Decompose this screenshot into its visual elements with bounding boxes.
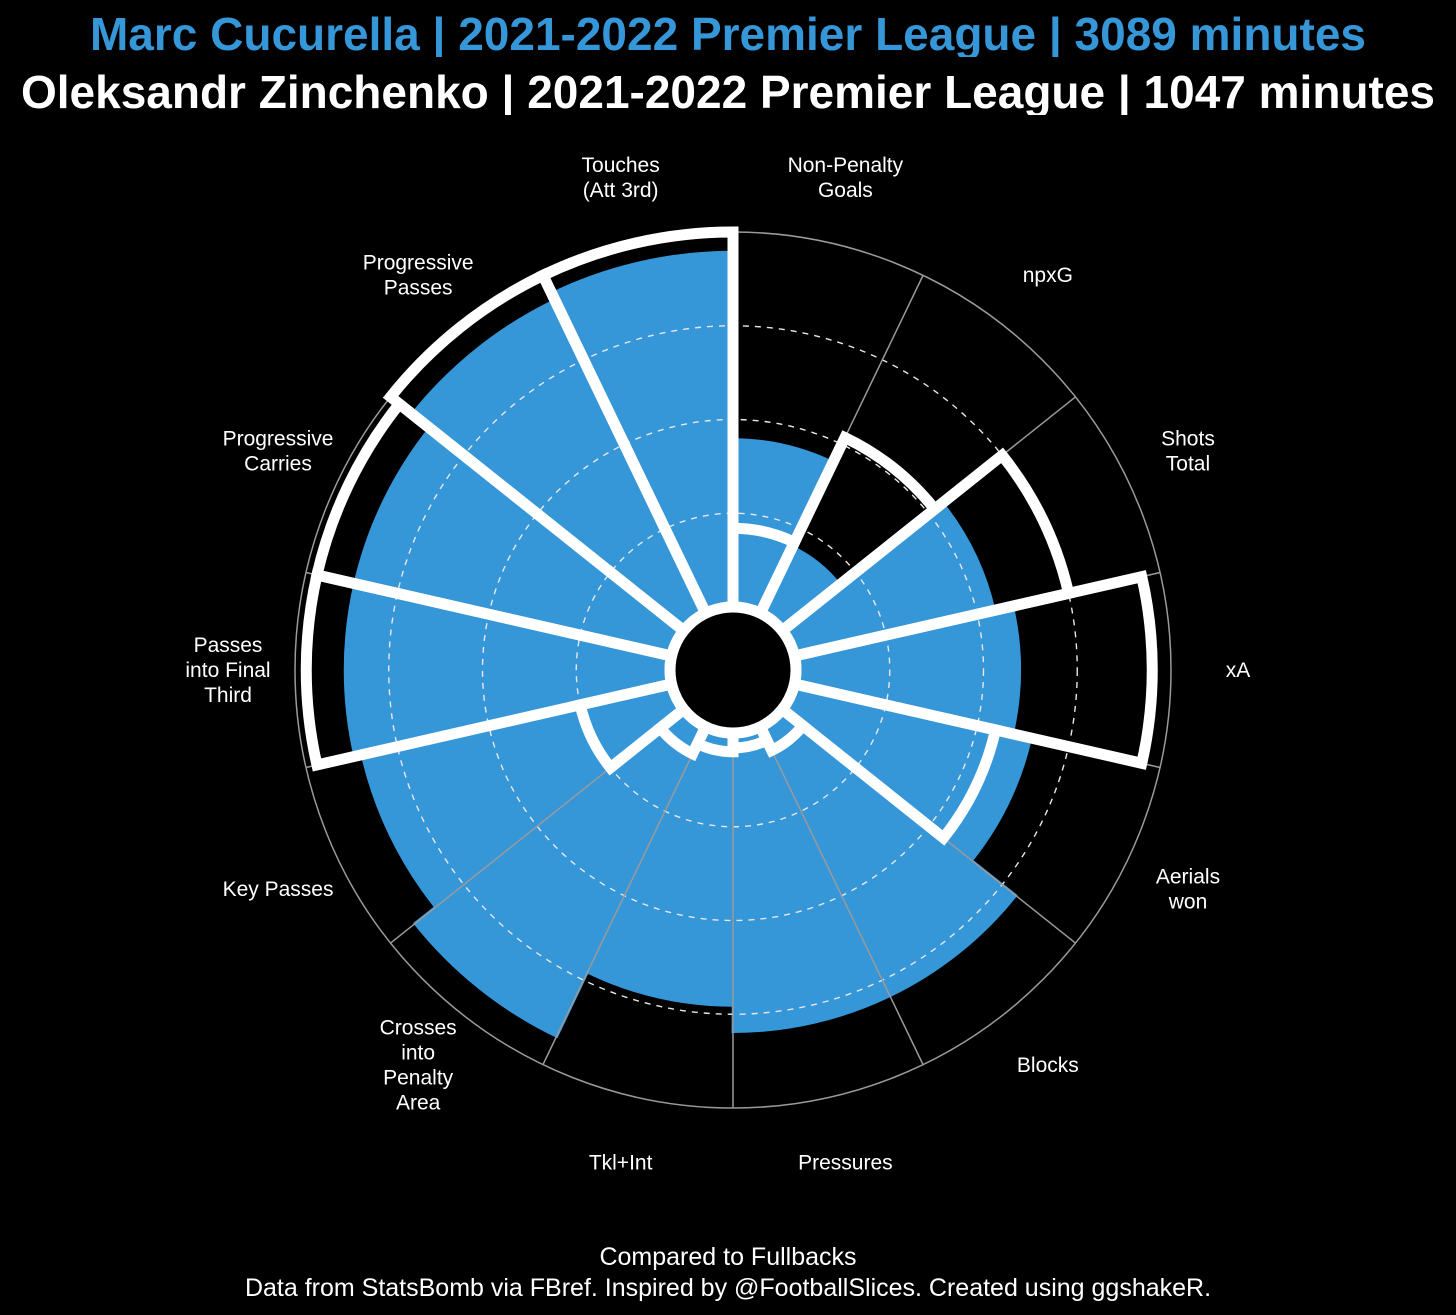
- category-label-line: Touches: [582, 154, 660, 177]
- grid-spoke: [759, 726, 924, 1065]
- player-1-bar: [549, 250, 735, 614]
- category-label-line: Area: [396, 1091, 441, 1114]
- category-label-line: npxG: [1023, 264, 1073, 287]
- category-label-line: Progressive: [223, 427, 334, 450]
- category-label-line: Progressive: [363, 252, 474, 275]
- center-hole: [664, 601, 802, 739]
- category-label: Non-Penalty Goals: [788, 154, 904, 202]
- category-label-line: (Att 3rd): [583, 179, 659, 202]
- category-label: Blocks: [1017, 1054, 1079, 1077]
- category-label-line: Key Passes: [223, 878, 334, 901]
- category-label-line: into: [401, 1041, 435, 1064]
- category-label: Progressive Carries: [223, 427, 334, 475]
- category-label-line: Total: [1166, 452, 1210, 475]
- category-labels: Non-Penalty Goals npxG Shots Total xA Aerials w…: [185, 154, 1250, 1174]
- category-label-line: Non-Penalty: [788, 154, 904, 177]
- category-label-line: Tkl+Int: [589, 1151, 653, 1174]
- chart-title-player-1: Marc Cucurella | 2021-2022 Premier Leagu…: [89, 11, 1367, 57]
- category-label-line: Third: [204, 684, 252, 707]
- player-1-bar: [410, 298, 706, 631]
- category-label-line: Blocks: [1017, 1054, 1079, 1077]
- category-label-line: Penalty: [383, 1066, 454, 1089]
- category-label: Pressures: [798, 1151, 893, 1174]
- player-2-outline-layer: [300, 226, 1158, 846]
- category-label: Shots Total: [1161, 427, 1215, 475]
- player-1-bar: [585, 726, 735, 1007]
- category-label-line: Crosses: [380, 1016, 457, 1039]
- category-label: Passes into Final Third: [185, 634, 270, 707]
- category-label-line: xA: [1226, 659, 1251, 682]
- category-label-line: Pressures: [798, 1151, 893, 1174]
- category-label-line: Passes: [384, 277, 453, 300]
- category-label-line: won: [1168, 891, 1208, 914]
- dashed-grid-ring: [575, 512, 891, 828]
- category-label: npxG: [1023, 264, 1073, 287]
- player-1-bar: [343, 581, 672, 759]
- comparison-note: Compared to Fullbacks: [599, 1243, 857, 1271]
- player-1-bar: [794, 604, 1021, 736]
- category-label-line: into Final: [185, 659, 270, 682]
- player-1-bar: [760, 709, 1018, 998]
- category-label-line: Carries: [244, 452, 312, 475]
- player-1-fill-layer: [343, 250, 1033, 1039]
- category-label: Tkl+Int: [589, 1151, 653, 1174]
- player-1-bar: [760, 545, 842, 631]
- chart-title-player-2: Oleksandr Zinchenko | 2021-2022 Premier …: [20, 69, 1436, 115]
- credits-note: Data from StatsBomb via FBref. Inspired …: [244, 1274, 1212, 1302]
- category-label-line: Passes: [194, 634, 263, 657]
- player-1-bar: [732, 438, 835, 614]
- category-label: Crosses into Penalty Area: [380, 1016, 457, 1114]
- player-1-bar: [731, 726, 892, 1033]
- category-label: Progressive Passes: [363, 252, 474, 300]
- grid-spoke: [542, 726, 707, 1065]
- category-label: Aerials won: [1156, 866, 1220, 914]
- category-label: Key Passes: [223, 878, 334, 901]
- category-label: Touches (Att 3rd): [582, 154, 660, 202]
- category-label: xA: [1226, 659, 1251, 682]
- category-label-line: Goals: [818, 179, 873, 202]
- player-1-bar: [412, 709, 706, 1039]
- category-label-line: Aerials: [1156, 866, 1220, 889]
- category-label-line: Shots: [1161, 427, 1215, 450]
